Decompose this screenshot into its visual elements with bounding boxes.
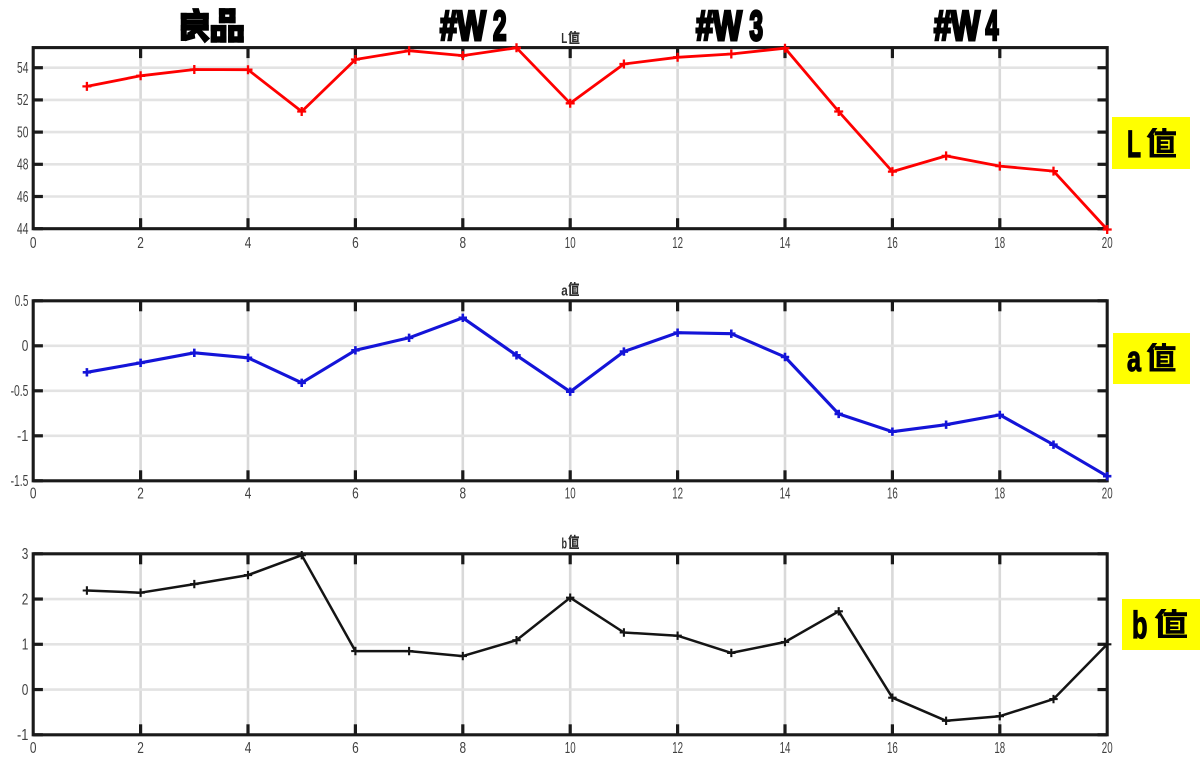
- svg-text:0: 0: [30, 740, 37, 757]
- svg-text:3: 3: [750, 2, 764, 49]
- svg-text:12: 12: [672, 235, 683, 252]
- svg-text:18: 18: [994, 235, 1005, 252]
- svg-text:48: 48: [17, 157, 28, 174]
- svg-text:#W: #W: [696, 2, 742, 49]
- svg-text:3: 3: [22, 546, 29, 563]
- svg-text:-1: -1: [17, 428, 28, 445]
- svg-text:a: a: [561, 282, 568, 299]
- svg-text:16: 16: [887, 486, 898, 503]
- svg-text:-1.5: -1.5: [11, 473, 29, 490]
- svg-text:-0.5: -0.5: [11, 383, 29, 400]
- svg-text:2: 2: [493, 2, 507, 49]
- svg-text:8: 8: [460, 486, 467, 503]
- svg-text:b: b: [562, 535, 568, 552]
- svg-text:#W: #W: [934, 2, 980, 49]
- svg-text:4: 4: [986, 2, 999, 49]
- svg-text:-1: -1: [17, 727, 28, 744]
- svg-text:46: 46: [17, 189, 28, 206]
- svg-text:8: 8: [460, 235, 467, 252]
- svg-text:0.5: 0.5: [15, 293, 29, 310]
- svg-text:2: 2: [137, 235, 144, 252]
- svg-text:L: L: [1127, 124, 1141, 166]
- svg-text:10: 10: [565, 486, 576, 503]
- svg-text:2: 2: [22, 591, 29, 608]
- svg-text:1: 1: [22, 637, 29, 654]
- svg-text:10: 10: [565, 740, 576, 757]
- svg-text:10: 10: [565, 235, 576, 252]
- svg-text:20: 20: [1102, 486, 1113, 503]
- svg-text:6: 6: [352, 235, 359, 252]
- svg-text:44: 44: [17, 221, 29, 238]
- svg-text:6: 6: [352, 486, 359, 503]
- svg-text:14: 14: [780, 235, 791, 252]
- svg-text:12: 12: [672, 486, 683, 503]
- svg-text:4: 4: [245, 235, 252, 252]
- svg-text:0: 0: [22, 682, 29, 699]
- svg-text:14: 14: [780, 486, 791, 503]
- svg-text:a: a: [1127, 338, 1142, 379]
- svg-text:20: 20: [1102, 235, 1113, 252]
- svg-text:#W: #W: [440, 2, 486, 49]
- svg-text:14: 14: [780, 740, 791, 757]
- svg-text:12: 12: [672, 740, 683, 757]
- svg-text:0: 0: [22, 338, 29, 355]
- svg-text:2: 2: [137, 486, 144, 503]
- svg-text:18: 18: [994, 740, 1005, 757]
- svg-text:4: 4: [245, 486, 252, 503]
- svg-text:0: 0: [30, 235, 37, 252]
- svg-text:8: 8: [460, 740, 467, 757]
- svg-text:16: 16: [887, 740, 898, 757]
- svg-text:2: 2: [137, 740, 144, 757]
- svg-text:b: b: [1132, 605, 1148, 647]
- svg-text:20: 20: [1102, 740, 1113, 757]
- svg-text:50: 50: [17, 124, 29, 141]
- svg-text:6: 6: [352, 740, 359, 757]
- svg-text:L: L: [561, 30, 567, 47]
- svg-text:4: 4: [245, 740, 252, 757]
- svg-text:0: 0: [30, 486, 37, 503]
- svg-text:52: 52: [17, 92, 28, 109]
- svg-text:54: 54: [17, 60, 29, 77]
- svg-text:16: 16: [887, 235, 898, 252]
- svg-text:18: 18: [994, 486, 1005, 503]
